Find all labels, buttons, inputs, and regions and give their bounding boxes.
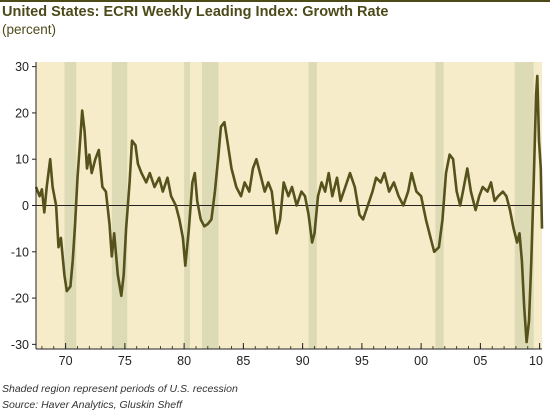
- x-tick-label: 90: [296, 354, 310, 368]
- chart-subtitle: (percent): [2, 22, 57, 37]
- x-tick-label: 05: [473, 354, 487, 368]
- y-tick-label: -10: [11, 245, 29, 259]
- x-tick-label: 85: [236, 354, 250, 368]
- top-rule: [0, 0, 550, 2]
- y-tick-label: 20: [15, 106, 29, 120]
- chart-title: United States: ECRI Weekly Leading Index…: [2, 4, 389, 20]
- y-tick-label: -20: [11, 292, 29, 306]
- x-tick-label: 70: [59, 354, 73, 368]
- x-tick-label: 10: [529, 354, 543, 368]
- x-tick-label: 80: [177, 354, 191, 368]
- y-tick-label: 10: [15, 153, 29, 167]
- y-tick-label: 30: [15, 60, 29, 74]
- growth-rate-line: [34, 74, 544, 344]
- y-tick-label: -30: [11, 338, 29, 352]
- recession-note: Shaded region represent periods of U.S. …: [2, 383, 238, 395]
- y-tick-label: 0: [22, 199, 29, 213]
- x-axis: 70 75 80 85 90 95 00 05 10: [36, 343, 543, 368]
- source-note: Source: Haver Analytics, Gluskin Sheff: [2, 399, 182, 411]
- x-tick-label: 75: [118, 354, 132, 368]
- y-axis: 30 20 10 0 -10 -20 -30: [11, 60, 37, 352]
- x-tick-label: 95: [355, 354, 369, 368]
- x-tick-label: 00: [414, 354, 428, 368]
